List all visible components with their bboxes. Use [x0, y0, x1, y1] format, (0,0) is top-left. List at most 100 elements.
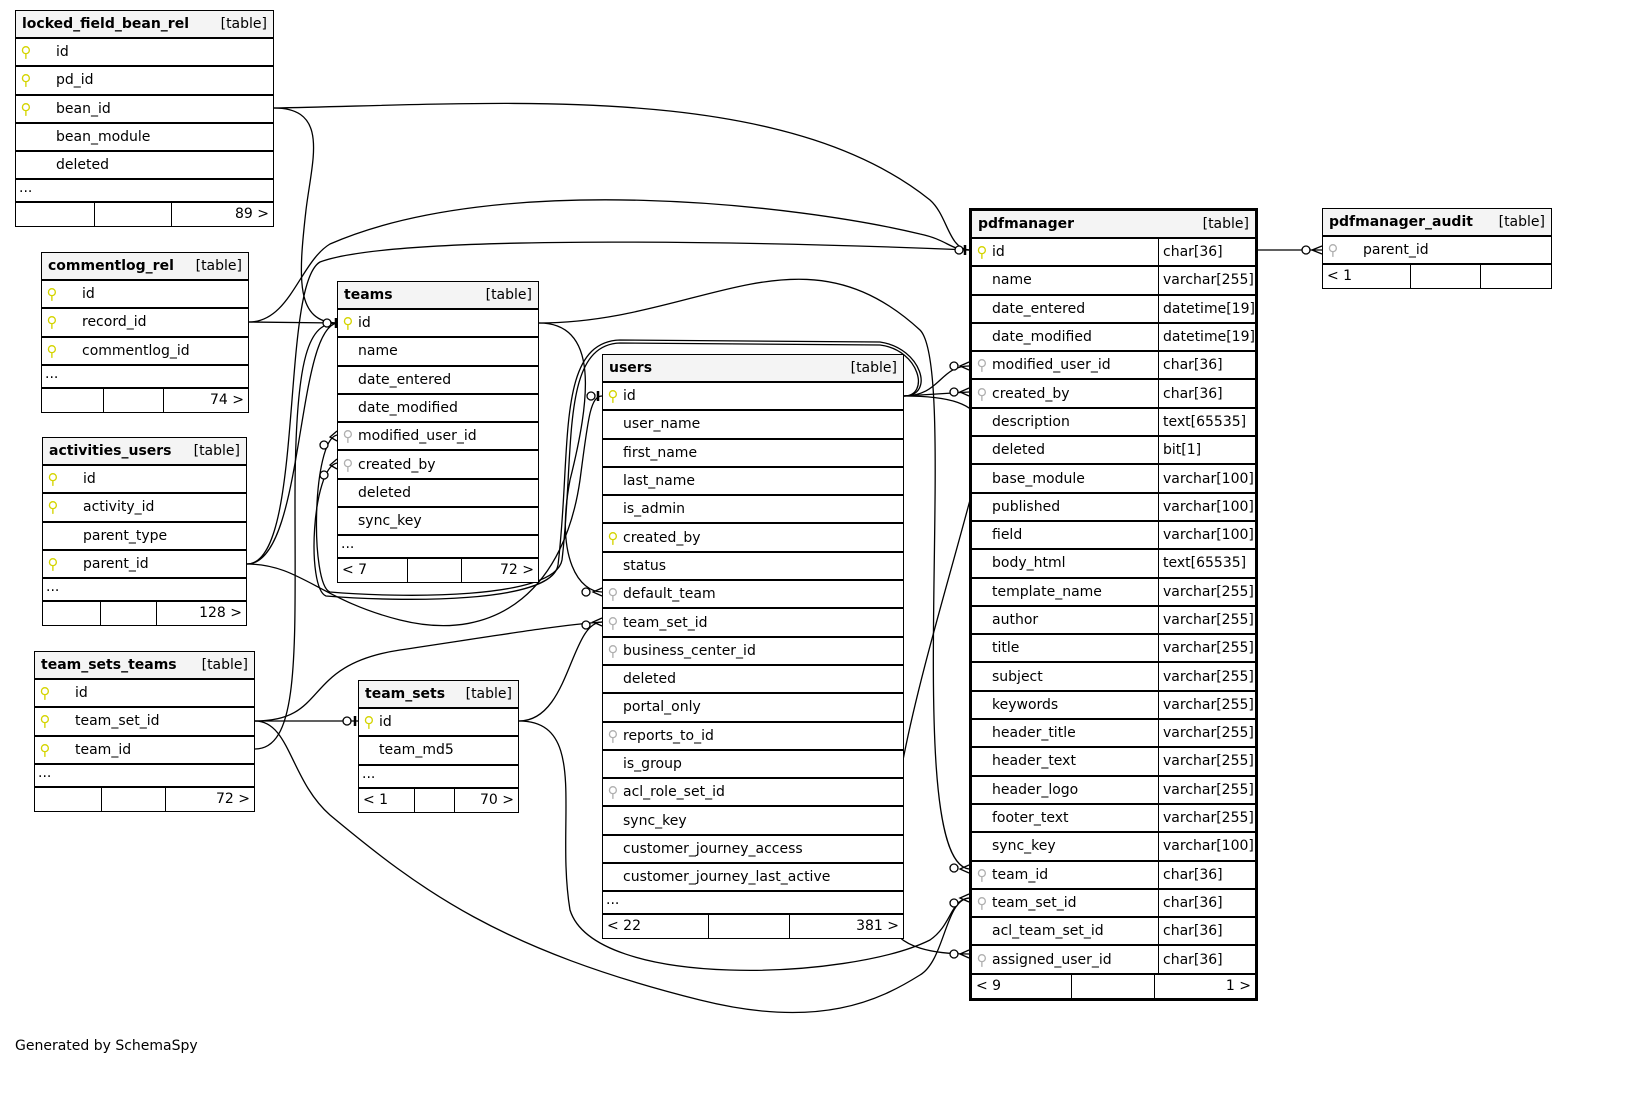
- column-row[interactable]: date_modified datetime[19]: [972, 323, 1255, 353]
- parents-link[interactable]: < 7: [342, 562, 368, 579]
- column-row[interactable]: status: [603, 553, 903, 582]
- column-row[interactable]: deleted bit[1]: [972, 437, 1255, 466]
- column-row[interactable]: last_name: [603, 468, 903, 497]
- table-team-sets[interactable]: team_sets [table] ⚲ id team_md5... < 1 70 >: [358, 680, 519, 813]
- table-locked-field-bean-rel[interactable]: locked_field_bean_rel [table] ⚲ id ⚲ pd_id ⚲ be…: [15, 10, 274, 228]
- column-name: date_entered: [992, 300, 1086, 317]
- column-row[interactable]: deleted: [338, 480, 538, 509]
- column-name: field: [992, 527, 1023, 544]
- column-row[interactable]: deleted: [603, 666, 903, 695]
- column-row[interactable]: sync_key: [338, 508, 538, 537]
- column-row[interactable]: ⚲ team_set_id char[36]: [972, 889, 1255, 919]
- column-row[interactable]: customer_journey_access: [603, 836, 903, 865]
- column-row[interactable]: date_modified: [338, 395, 538, 424]
- column-row[interactable]: ⚲ activity_id: [43, 494, 246, 523]
- column-row[interactable]: title varchar[255]: [972, 635, 1255, 664]
- table-footer: 72 >: [35, 787, 254, 811]
- children-link[interactable]: 72 >: [164, 787, 254, 811]
- column-row[interactable]: base_module varchar[100]: [972, 465, 1255, 494]
- column-row[interactable]: template_name varchar[255]: [972, 578, 1255, 607]
- children-link[interactable]: 128 >: [155, 602, 246, 626]
- column-row[interactable]: header_title varchar[255]: [972, 720, 1255, 749]
- column-row[interactable]: name: [338, 338, 538, 367]
- column-row[interactable]: ⚲ team_set_id: [603, 609, 903, 638]
- column-name: sync_key: [992, 838, 1056, 855]
- table-header: team_sets_teams [table]: [35, 652, 254, 680]
- table-users[interactable]: users [table] ⚲ id user_name first_name last_n…: [602, 354, 904, 940]
- table-team-sets-teams[interactable]: team_sets_teams [table] ⚲ id ⚲ team_set_id ⚲ te…: [34, 651, 255, 812]
- column-row[interactable]: portal_only: [603, 694, 903, 723]
- table-activities-users[interactable]: activities_users [table] ⚲ id ⚲ activity_id pa…: [42, 437, 247, 627]
- column-row[interactable]: ⚲ business_center_id: [603, 638, 903, 666]
- column-row[interactable]: ⚲ bean_id: [16, 96, 273, 124]
- column-row[interactable]: published varchar[100]: [972, 493, 1255, 522]
- column-row[interactable]: ⚲ id: [16, 39, 273, 68]
- column-type: varchar[100]: [1158, 521, 1255, 549]
- column-row[interactable]: ⚲ id: [603, 383, 903, 412]
- children-link[interactable]: 72 >: [460, 559, 538, 583]
- column-row[interactable]: ⚲ id: [35, 680, 254, 709]
- column-row[interactable]: header_logo varchar[255]: [972, 776, 1255, 805]
- column-row[interactable]: ⚲ created_by: [603, 524, 903, 553]
- column-row[interactable]: parent_type: [43, 523, 246, 551]
- column-row[interactable]: ⚲ id: [42, 281, 248, 310]
- column-row[interactable]: user_name: [603, 411, 903, 440]
- column-row[interactable]: bean_module: [16, 124, 273, 153]
- column-row[interactable]: ⚲ commentlog_id: [42, 338, 248, 366]
- column-row[interactable]: ⚲ team_id: [35, 737, 254, 765]
- column-row[interactable]: ⚲ id: [359, 709, 518, 738]
- column-row[interactable]: ⚲ acl_role_set_id: [603, 779, 903, 808]
- table-commentlog-rel[interactable]: commentlog_rel [table] ⚲ id ⚲ record_id ⚲ comme…: [41, 252, 249, 413]
- children-link[interactable]: 1 >: [1154, 974, 1255, 998]
- column-row[interactable]: header_text varchar[255]: [972, 748, 1255, 777]
- column-row[interactable]: ⚲ created_by: [338, 451, 538, 480]
- parents-link[interactable]: < 1: [363, 791, 389, 808]
- column-row[interactable]: first_name: [603, 440, 903, 468]
- column-row[interactable]: ⚲ team_id char[36]: [972, 861, 1255, 890]
- column-row[interactable]: ⚲ modified_user_id: [338, 423, 538, 452]
- column-row[interactable]: ⚲ team_set_id: [35, 708, 254, 737]
- column-row[interactable]: ⚲ record_id: [42, 309, 248, 338]
- column-row[interactable]: ⚲ pd_id: [16, 67, 273, 96]
- column-row[interactable]: subject varchar[255]: [972, 663, 1255, 692]
- column-row[interactable]: acl_team_set_id char[36]: [972, 918, 1255, 947]
- column-row[interactable]: customer_journey_last_active: [603, 864, 903, 893]
- column-row[interactable]: team_md5: [359, 737, 518, 766]
- children-link[interactable]: 89 >: [170, 203, 273, 227]
- column-row[interactable]: ⚲ assigned_user_id char[36]: [972, 946, 1255, 975]
- table-teams[interactable]: teams [table] ⚲ id name date_entered date_modi…: [337, 281, 539, 584]
- table-pdfmanager-audit[interactable]: pdfmanager_audit [table] ⚲ parent_id < 1: [1322, 208, 1552, 290]
- column-row[interactable]: body_html text[65535]: [972, 550, 1255, 579]
- column-row[interactable]: ⚲ id: [338, 310, 538, 339]
- column-row[interactable]: date_entered: [338, 367, 538, 395]
- column-row[interactable]: sync_key: [603, 807, 903, 836]
- column-row[interactable]: ⚲ id: [43, 466, 246, 495]
- column-row[interactable]: ⚲ reports_to_id: [603, 723, 903, 751]
- column-row[interactable]: ⚲ parent_id: [43, 551, 246, 580]
- column-row[interactable]: author varchar[255]: [972, 606, 1255, 636]
- primary-key-icon: ⚲: [46, 341, 58, 360]
- column-row[interactable]: is_admin: [603, 496, 903, 525]
- column-row[interactable]: is_group: [603, 751, 903, 780]
- table-pdfmanager[interactable]: pdfmanager [table] ⚲ id char[36] name varchar[…: [969, 208, 1258, 1001]
- children-link[interactable]: 74 >: [162, 388, 248, 412]
- column-row[interactable]: ⚲ id char[36]: [972, 239, 1255, 268]
- column-row[interactable]: ⚲ parent_id: [1323, 237, 1551, 266]
- spacer: [101, 787, 164, 811]
- column-row[interactable]: deleted: [16, 152, 273, 181]
- column-row[interactable]: ⚲ created_by char[36]: [972, 380, 1255, 409]
- column-row[interactable]: footer_text varchar[255]: [972, 804, 1255, 834]
- parents-link[interactable]: < 9: [976, 977, 1002, 994]
- parents-link[interactable]: < 1: [1327, 268, 1353, 285]
- column-row[interactable]: description text[65535]: [972, 408, 1255, 438]
- column-row[interactable]: ⚲ modified_user_id char[36]: [972, 352, 1255, 381]
- column-row[interactable]: date_entered datetime[19]: [972, 295, 1255, 324]
- column-row[interactable]: name varchar[255]: [972, 267, 1255, 296]
- column-row[interactable]: field varchar[100]: [972, 521, 1255, 551]
- column-row[interactable]: keywords varchar[255]: [972, 691, 1255, 721]
- column-row[interactable]: sync_key varchar[100]: [972, 833, 1255, 862]
- parents-link[interactable]: < 22: [607, 918, 641, 935]
- column-row[interactable]: ⚲ default_team: [603, 581, 903, 610]
- children-link[interactable]: 381 >: [788, 915, 903, 939]
- children-link[interactable]: 70 >: [453, 788, 518, 812]
